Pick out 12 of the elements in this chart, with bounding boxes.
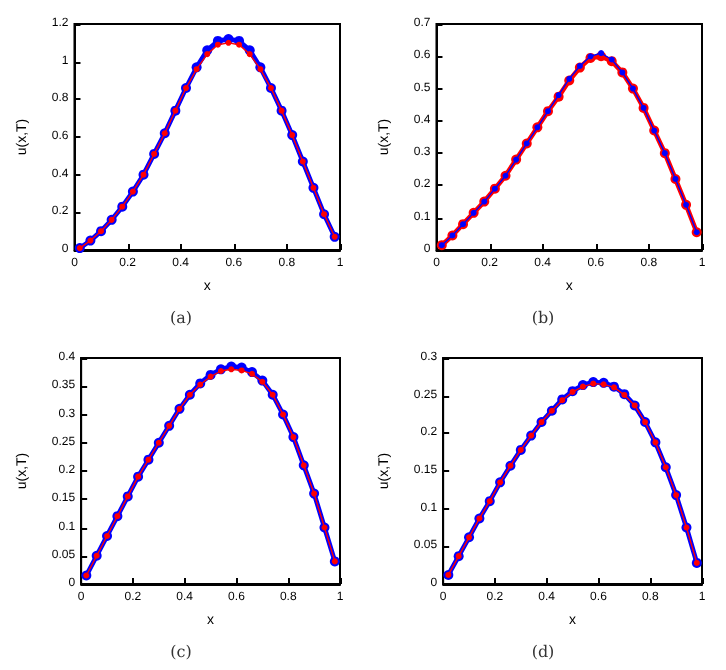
point (214, 41, 221, 48)
point (598, 50, 605, 57)
text: (c) (170, 643, 192, 661)
point (246, 51, 253, 58)
text: (d) (531, 643, 555, 661)
point (236, 41, 243, 48)
point (225, 39, 232, 46)
point (204, 51, 211, 58)
text: (a) (169, 309, 193, 327)
point (228, 366, 235, 373)
point (238, 367, 245, 374)
text: (b) (531, 309, 555, 327)
